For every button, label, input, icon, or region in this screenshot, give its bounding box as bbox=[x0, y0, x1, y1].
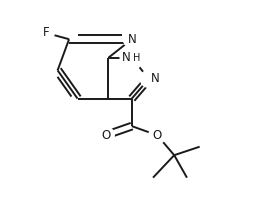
Text: N: N bbox=[151, 72, 159, 85]
Text: F: F bbox=[42, 26, 49, 39]
Text: N: N bbox=[122, 51, 131, 64]
Circle shape bbox=[97, 127, 114, 144]
Circle shape bbox=[140, 70, 157, 87]
Text: O: O bbox=[153, 129, 162, 142]
Text: N: N bbox=[127, 33, 136, 46]
Circle shape bbox=[149, 127, 166, 144]
Text: H: H bbox=[133, 53, 140, 63]
Circle shape bbox=[120, 46, 143, 69]
Circle shape bbox=[37, 24, 54, 41]
Text: O: O bbox=[101, 129, 110, 142]
Circle shape bbox=[123, 31, 140, 48]
